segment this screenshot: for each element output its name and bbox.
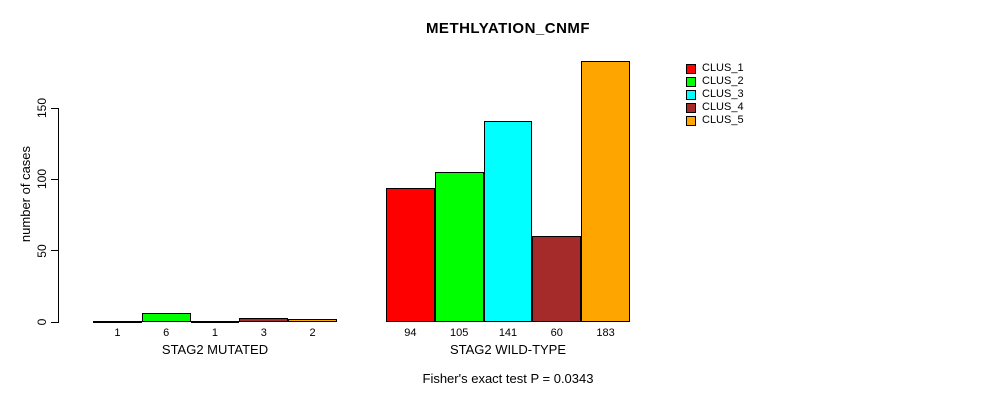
bar-stag2-wild-type-clus-5 [581, 60, 630, 322]
bar-value-label-stag2-wild-type-clus-4: 60 [550, 327, 563, 339]
legend-label-clus-5: CLUS_5 [702, 114, 744, 126]
legend-swatch-clus-3 [686, 89, 696, 100]
bar-value-label-stag2-mutated-clus-4: 3 [260, 327, 267, 339]
legend-item-clus-4: CLUS_4 [686, 101, 744, 114]
y-axis-tick-150 [51, 107, 58, 109]
legend-swatch-clus-5 [686, 115, 696, 126]
y-axis-label: number of cases [18, 145, 33, 243]
legend-label-clus-3: CLUS_3 [702, 88, 744, 100]
bar-stag2-mutated-clus-2 [141, 313, 191, 322]
y-axis-tick-label-100: 100 [35, 169, 49, 190]
legend-swatch-clus-2 [686, 76, 696, 87]
y-axis-tick-50 [51, 250, 58, 252]
bar-stag2-mutated-clus-5 [288, 319, 337, 322]
bar-value-label-stag2-mutated-clus-3: 1 [211, 327, 219, 339]
fisher-test-caption: Fisher's exact test P = 0.0343 [422, 371, 594, 386]
legend-item-clus-5: CLUS_5 [686, 114, 744, 127]
y-axis-tick-label-50: 50 [35, 243, 49, 258]
legend-label-clus-4: CLUS_4 [702, 101, 744, 113]
y-axis-tick-100 [51, 178, 58, 180]
group-label-stag2-mutated: STAG2 MUTATED [161, 342, 269, 357]
bar-value-label-stag2-mutated-clus-5: 2 [309, 327, 316, 339]
legend: CLUS_1 CLUS_2 CLUS_3 CLUS_4 CLUS_5 [686, 62, 744, 127]
y-axis-tick-0 [51, 321, 58, 323]
bar-stag2-mutated-clus-1 [93, 320, 142, 323]
y-axis-line [58, 108, 59, 323]
y-axis-tick-label-0: 0 [35, 318, 49, 326]
legend-item-clus-3: CLUS_3 [686, 88, 744, 101]
bar-stag2-wild-type-clus-1 [386, 187, 435, 322]
legend-item-clus-1: CLUS_1 [686, 62, 744, 75]
y-axis-tick-label-150: 150 [35, 97, 49, 119]
bar-stag2-wild-type-clus-4 [532, 236, 582, 322]
bar-value-label-stag2-mutated-clus-2: 6 [163, 327, 170, 339]
bar-value-label-stag2-wild-type-clus-3: 141 [498, 327, 518, 339]
bar-stag2-mutated-clus-4 [239, 317, 289, 322]
chart-title: METHLYATION_CNMF [425, 20, 591, 37]
bar-stag2-wild-type-clus-2 [434, 172, 484, 322]
legend-item-clus-2: CLUS_2 [686, 75, 744, 88]
bar-stag2-mutated-clus-3 [190, 320, 240, 323]
bar-value-label-stag2-wild-type-clus-1: 94 [404, 327, 417, 339]
bar-value-label-stag2-mutated-clus-1: 1 [114, 327, 121, 339]
bar-value-label-stag2-wild-type-clus-5: 183 [596, 327, 615, 339]
group-label-stag2-wild-type: STAG2 WILD-TYPE [449, 342, 567, 357]
bar-stag2-wild-type-clus-3 [483, 120, 533, 322]
legend-swatch-clus-4 [686, 102, 696, 113]
bar-value-label-stag2-wild-type-clus-2: 105 [450, 327, 469, 339]
legend-swatch-clus-1 [686, 63, 696, 74]
legend-label-clus-1: CLUS_1 [702, 62, 744, 74]
legend-label-clus-2: CLUS_2 [702, 75, 744, 87]
